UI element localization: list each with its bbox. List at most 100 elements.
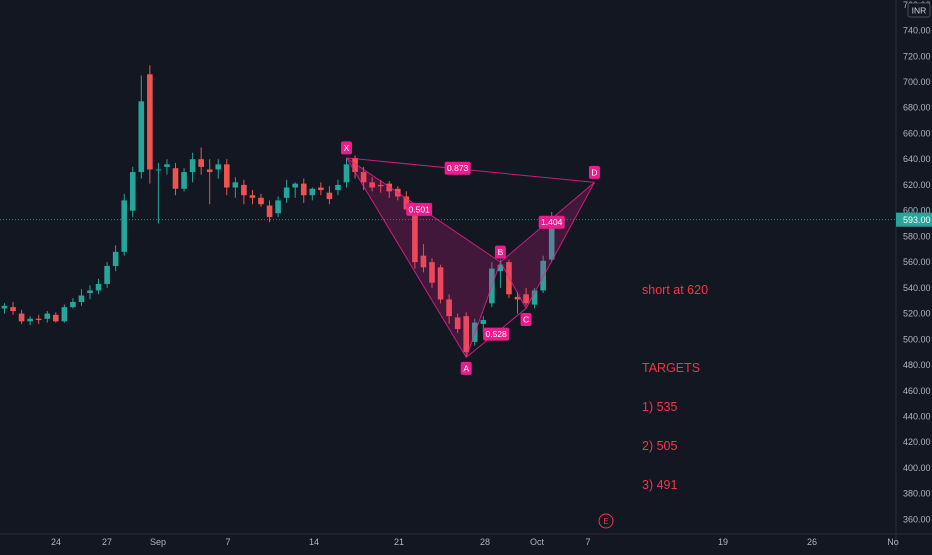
candle-body[interactable] <box>172 168 179 189</box>
candle-body[interactable] <box>343 164 350 183</box>
candle-body[interactable] <box>61 307 68 322</box>
pattern-point-label: B <box>498 247 504 257</box>
candle-body[interactable] <box>224 164 230 188</box>
candle-body[interactable] <box>10 307 16 312</box>
candle-body[interactable] <box>463 316 469 353</box>
candle-body[interactable] <box>377 184 384 187</box>
x-tick-label: 24 <box>51 537 61 547</box>
trade-annotation: short at 620 TARGETS 1) 535 2) 505 3) 49… <box>642 258 708 518</box>
candle-body[interactable] <box>53 314 59 322</box>
pattern-point-marker[interactable] <box>494 245 506 259</box>
annotation-line: 2) 505 <box>642 439 678 453</box>
last-price-tag[interactable] <box>896 212 932 227</box>
pattern-ratio-marker[interactable] <box>538 215 565 229</box>
pattern-point-label: X <box>344 143 350 153</box>
y-tick-label: 540.00 <box>903 283 931 293</box>
y-tick-label: 420.00 <box>903 437 931 447</box>
candle-body[interactable] <box>155 169 162 171</box>
pattern-ratio-marker[interactable] <box>406 202 433 216</box>
candle-body[interactable] <box>44 313 51 319</box>
candle-body[interactable] <box>318 187 324 191</box>
y-tick-label: 600.00 <box>903 206 931 216</box>
candle-body[interactable] <box>292 183 298 188</box>
candle-body[interactable] <box>446 299 452 317</box>
pattern-ratio-marker[interactable] <box>483 327 510 341</box>
candle-body[interactable] <box>548 219 555 260</box>
candle-body[interactable] <box>121 200 127 252</box>
candle-body[interactable] <box>283 187 290 198</box>
candle-body[interactable] <box>497 264 504 272</box>
candle-body[interactable] <box>386 183 393 192</box>
annotation-line: TARGETS <box>642 361 701 375</box>
y-tick-label: 560.00 <box>903 257 931 267</box>
candle-body[interactable] <box>104 265 110 284</box>
candle-body[interactable] <box>352 157 358 173</box>
pattern-point-marker[interactable] <box>520 312 532 326</box>
pattern-leg <box>346 157 467 358</box>
pattern-point-marker[interactable] <box>460 361 472 375</box>
candle-body[interactable] <box>420 255 427 268</box>
candle-body[interactable] <box>189 159 196 173</box>
y-tick-label: 360.00 <box>903 514 931 524</box>
x-tick-label: 19 <box>718 537 728 547</box>
candle-body[interactable] <box>326 192 333 200</box>
candle-body[interactable] <box>147 74 153 170</box>
y-tick-label: 680.00 <box>903 103 931 113</box>
candle-body[interactable] <box>437 267 444 300</box>
candle-body[interactable] <box>309 188 316 196</box>
candle-body[interactable] <box>403 196 410 210</box>
currency-badge[interactable] <box>907 2 931 18</box>
candle-body[interactable] <box>129 172 136 211</box>
candle-body[interactable] <box>35 318 42 321</box>
event-marker-icon[interactable] <box>598 513 614 529</box>
candle-body[interactable] <box>232 182 239 188</box>
pattern-ratio-label: 0.528 <box>485 329 507 339</box>
candle-body[interactable] <box>1 305 8 309</box>
candle-body[interactable] <box>514 296 521 300</box>
candle-body[interactable] <box>275 200 281 214</box>
candle-body[interactable] <box>198 159 204 167</box>
candle-body[interactable] <box>258 197 264 205</box>
y-tick-label: 520.00 <box>903 309 931 319</box>
candle-body[interactable] <box>454 317 461 330</box>
candle-body[interactable] <box>181 172 187 189</box>
pattern-point-marker[interactable] <box>588 165 600 179</box>
pattern-leg <box>465 261 501 358</box>
candle-body[interactable] <box>95 283 102 291</box>
pattern-point-marker[interactable] <box>341 141 352 155</box>
pattern-point-label: D <box>591 167 597 177</box>
candle-body[interactable] <box>164 164 170 167</box>
pattern-point-label: C <box>523 314 529 324</box>
candle-body[interactable] <box>360 172 367 183</box>
pattern-ratio-marker[interactable] <box>444 161 471 175</box>
candle-body[interactable] <box>300 183 307 196</box>
x-tick-label: Oct <box>530 537 545 547</box>
candle-body[interactable] <box>249 195 256 198</box>
candle-body[interactable] <box>78 295 85 303</box>
candle-body[interactable] <box>18 313 25 322</box>
candle-body[interactable] <box>523 294 529 304</box>
candle-body[interactable] <box>412 210 418 263</box>
candle-body[interactable] <box>27 318 33 322</box>
x-tick-label: Sep <box>150 537 166 547</box>
candle-body[interactable] <box>112 251 119 266</box>
y-tick-label: 440.00 <box>903 412 931 422</box>
candle-body[interactable] <box>335 184 341 191</box>
y-tick-label: 460.00 <box>903 386 931 396</box>
candle-body[interactable] <box>531 290 538 305</box>
candle-body[interactable] <box>480 320 487 324</box>
candle-body[interactable] <box>87 290 93 294</box>
candle-body[interactable] <box>241 184 247 196</box>
candle-body[interactable] <box>540 260 546 291</box>
candle-body[interactable] <box>206 169 213 173</box>
candle-body[interactable] <box>266 205 273 218</box>
candle-body[interactable] <box>429 262 435 283</box>
annotation-spacer <box>642 323 708 336</box>
candle-body[interactable] <box>70 302 76 308</box>
candle-body[interactable] <box>369 182 375 188</box>
candle-body[interactable] <box>215 164 222 170</box>
candle-body[interactable] <box>138 101 145 173</box>
pattern-triangle-bcd <box>500 182 595 309</box>
